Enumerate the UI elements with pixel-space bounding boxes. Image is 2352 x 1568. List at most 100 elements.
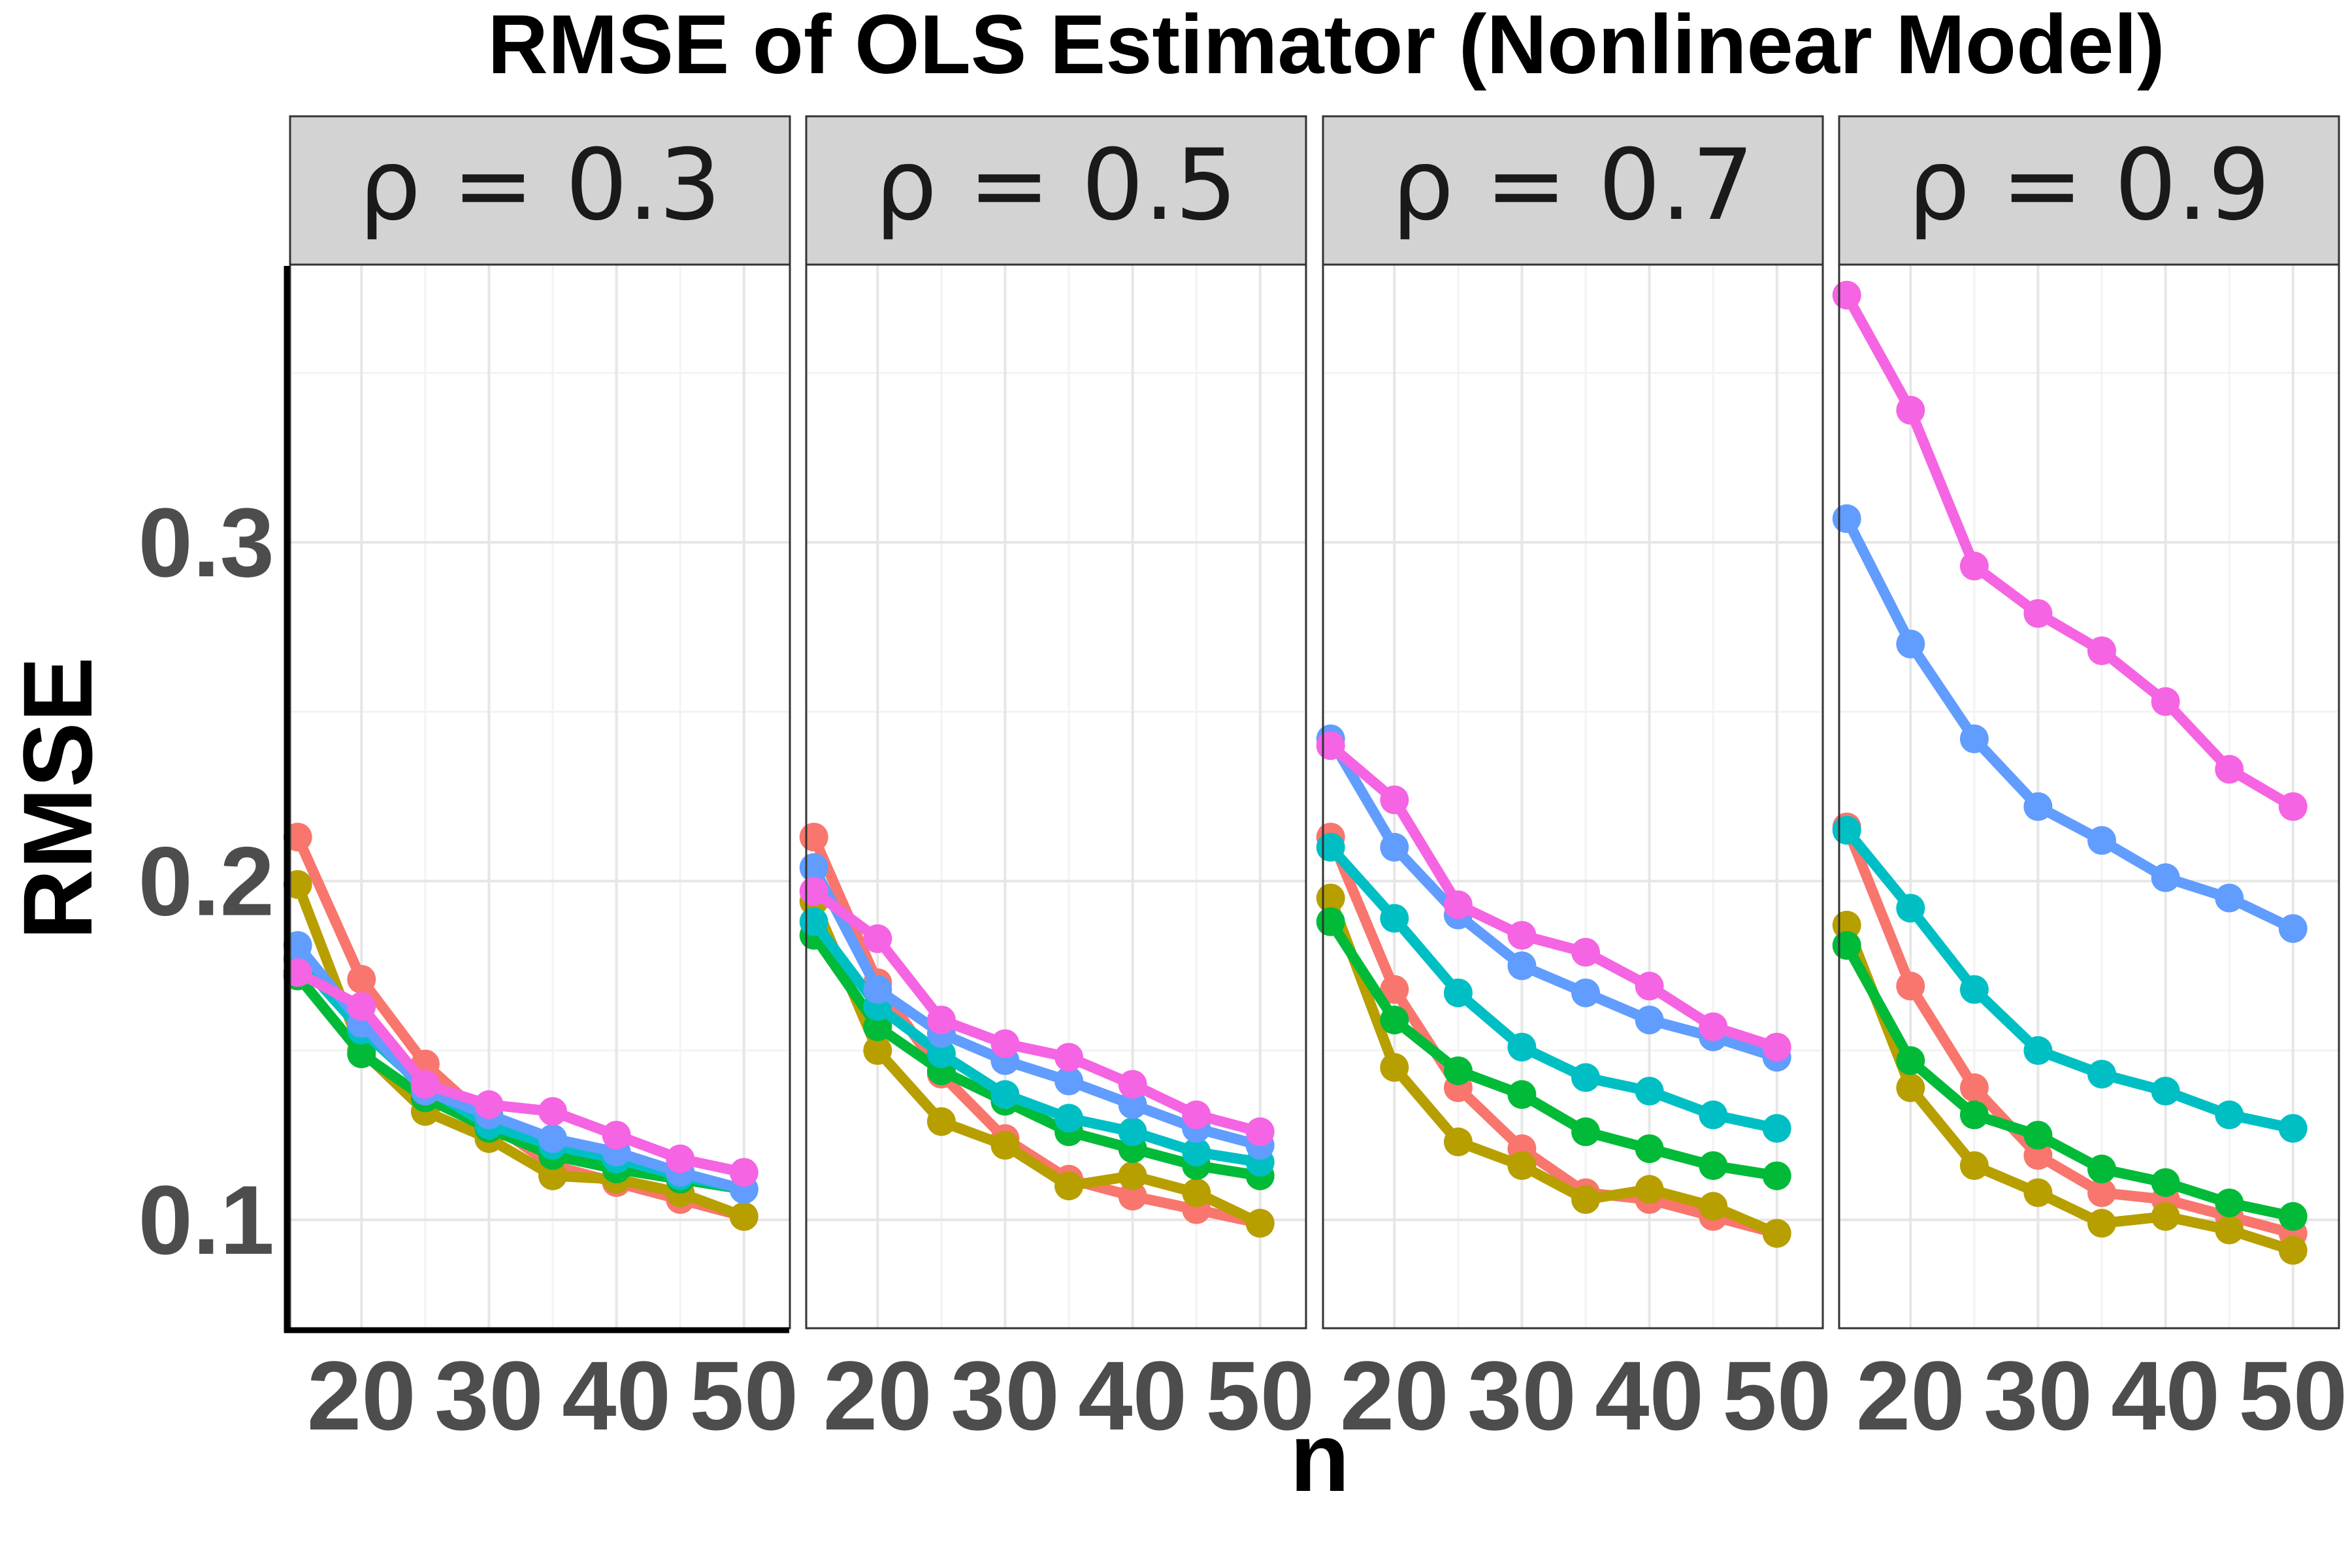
data-point	[1118, 1181, 1147, 1211]
x-tick-label: 20	[1856, 1341, 1965, 1450]
data-point	[1699, 1192, 1728, 1221]
data-point	[1443, 890, 1473, 919]
data-point	[1507, 1151, 1537, 1181]
data-point	[1380, 832, 1409, 862]
data-point	[1054, 1043, 1083, 1072]
data-point	[1118, 1070, 1147, 1099]
data-point	[538, 1124, 567, 1153]
data-point	[1832, 504, 1861, 533]
data-point	[1118, 1090, 1147, 1119]
panel-4: ρ = 0.9	[1832, 115, 2340, 1330]
x-tick-label: 40	[2111, 1341, 2220, 1450]
y-tick-label: 0.3	[138, 487, 274, 597]
data-point	[2278, 792, 2308, 821]
data-point	[1182, 1100, 1211, 1130]
data-point	[863, 975, 892, 1004]
facet-strip-label: ρ = 0.3	[359, 129, 721, 242]
data-point	[2023, 1036, 2053, 1065]
data-point	[2087, 1178, 2116, 1207]
data-point	[1443, 1127, 1473, 1156]
data-point	[1959, 975, 1989, 1004]
data-point	[1571, 938, 1600, 967]
data-point	[1832, 815, 1861, 845]
data-point	[1507, 921, 1537, 950]
data-point	[1635, 1175, 1664, 1204]
data-point	[1182, 1178, 1211, 1207]
data-point	[2278, 1235, 2308, 1265]
data-point	[2151, 1077, 2180, 1106]
x-tick-label: 50	[689, 1341, 798, 1450]
data-point	[1635, 1005, 1664, 1035]
data-point	[1896, 972, 1925, 1001]
data-point	[1762, 1161, 1791, 1190]
data-point	[863, 1012, 892, 1041]
data-point	[347, 1039, 376, 1068]
data-point	[1443, 978, 1473, 1007]
series-2	[1832, 911, 2308, 1265]
x-tick-label: 50	[1205, 1341, 1315, 1450]
data-point	[474, 1090, 504, 1119]
facet-strip	[1322, 115, 1824, 266]
data-point	[2278, 1114, 2308, 1143]
data-point	[1896, 1073, 1925, 1102]
data-point	[1832, 931, 1861, 960]
data-point	[1316, 832, 1345, 862]
panel-border	[805, 263, 1307, 1330]
data-point	[2215, 1100, 2244, 1130]
panels-layer: ρ = 0.3 ρ = 0.5 ρ = 0.7 ρ = 0.9	[283, 115, 2340, 1330]
data-point	[2023, 792, 2053, 821]
data-point	[990, 1029, 1020, 1058]
data-point	[347, 992, 376, 1021]
data-point	[1571, 1063, 1600, 1092]
panel-background	[806, 265, 1306, 1328]
data-point	[1507, 951, 1537, 981]
data-point	[1959, 1073, 1989, 1102]
x-tick-label: 30	[1467, 1341, 1576, 1450]
data-point	[1316, 907, 1345, 936]
data-point	[666, 1144, 695, 1173]
data-point	[1699, 1151, 1728, 1181]
data-point	[799, 877, 828, 906]
data-point	[799, 907, 828, 936]
data-point	[1635, 1134, 1664, 1164]
x-tick-label: 30	[951, 1341, 1060, 1450]
data-point	[1443, 1056, 1473, 1085]
data-point	[2215, 883, 2244, 913]
data-point	[2215, 755, 2244, 784]
data-point	[1635, 1077, 1664, 1106]
data-point	[729, 1158, 759, 1187]
data-point	[1896, 894, 1925, 923]
chart-title: RMSE of OLS Estimator (Nonlinear Model)	[487, 0, 2164, 91]
data-point	[2151, 687, 2180, 716]
data-point	[2023, 599, 2053, 628]
data-point	[2278, 914, 2308, 943]
x-tick-label: 40	[1078, 1341, 1187, 1450]
facet-strip-label: ρ = 0.9	[1908, 129, 2270, 242]
data-point	[2023, 1141, 2053, 1170]
data-point	[602, 1120, 631, 1150]
data-point	[1762, 1218, 1791, 1248]
x-tick-label: 50	[1722, 1341, 1831, 1450]
facet-strip	[805, 115, 1307, 266]
data-point	[926, 1107, 956, 1136]
data-point	[1762, 1032, 1791, 1062]
data-point	[863, 924, 892, 953]
data-point	[1118, 1117, 1147, 1147]
data-point	[2087, 1154, 2116, 1184]
data-point	[1054, 1171, 1083, 1201]
data-point	[2087, 826, 2116, 855]
data-point	[2215, 1188, 2244, 1218]
facet-strip-label: ρ = 0.7	[1392, 129, 1754, 242]
x-ticks-layer: 20 30 40 50 20 30 40 50 20 30 40 50 20 30 40 50	[307, 1341, 2347, 1450]
x-tick-label: 40	[562, 1341, 671, 1450]
y-ticks-layer: 0.1 0.2 0.3	[138, 487, 274, 1275]
data-point	[1699, 1100, 1728, 1130]
panel-2: ρ = 0.5	[799, 115, 1307, 1330]
data-point	[2023, 1120, 2053, 1150]
data-point	[1507, 1080, 1537, 1109]
data-point	[1507, 1032, 1537, 1062]
panel-border	[1838, 263, 2340, 1330]
facet-strip	[289, 115, 791, 266]
data-point	[2151, 863, 2180, 892]
data-point	[1699, 1012, 1728, 1041]
